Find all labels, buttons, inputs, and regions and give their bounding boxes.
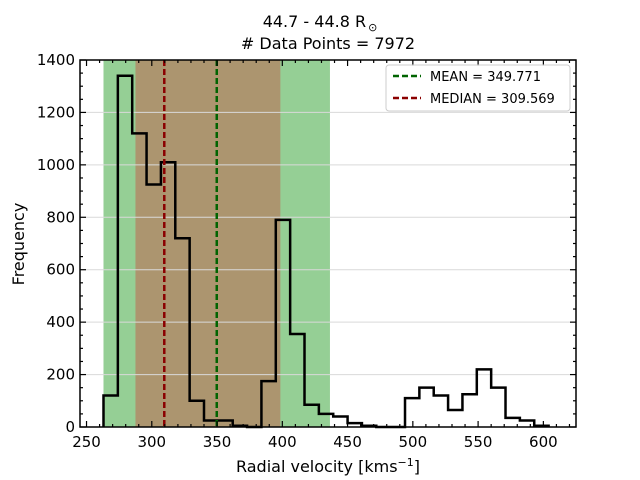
x-tick-label: 450 <box>333 433 362 451</box>
x-tick-label: 400 <box>268 433 297 451</box>
legend: MEAN = 349.771 MEDIAN = 309.569 <box>385 64 571 112</box>
y-tick-label: 400 <box>46 313 75 331</box>
y-tick-label: 0 <box>65 418 75 436</box>
x-tick-label: 600 <box>529 433 558 451</box>
x-tick-label: 300 <box>137 433 166 451</box>
y-tick-labels: 0 200 400 600 800 1000 1200 1400 <box>37 51 75 436</box>
x-tick-label: 500 <box>399 433 428 451</box>
statistic-lines <box>163 60 219 427</box>
y-axis-label: Frequency <box>9 203 28 286</box>
x-tick-label: 250 <box>72 433 101 451</box>
y-tick-label: 600 <box>46 261 75 279</box>
legend-box <box>385 64 571 112</box>
y-tick-label: 1200 <box>37 103 75 121</box>
x-tick-label: 550 <box>464 433 493 451</box>
chart-title-line2: # Data Points = 7972 <box>241 34 415 53</box>
sun-symbol: ⊙ <box>368 21 377 34</box>
x-tick-labels: 250 300 350 400 450 500 550 600 <box>72 433 557 451</box>
legend-mean-label: MEAN = 349.771 <box>430 70 541 85</box>
spread-band-1 <box>135 60 281 427</box>
axis-ticks <box>80 59 576 428</box>
x-axis-label: Radial velocity [kms−1] <box>236 456 420 476</box>
y-tick-label: 800 <box>46 208 75 226</box>
y-tick-label: 200 <box>46 366 75 384</box>
spread-bands <box>103 60 330 427</box>
x-tick-label: 350 <box>203 433 232 451</box>
legend-median-label: MEDIAN = 309.569 <box>430 92 555 107</box>
chart-title-line1: 44.7 - 44.8 R ⊙ <box>263 12 378 34</box>
histogram-step-line <box>102 74 550 429</box>
y-tick-label: 1000 <box>37 156 75 174</box>
grid-lines <box>80 111 576 376</box>
y-tick-label: 1400 <box>37 51 75 69</box>
